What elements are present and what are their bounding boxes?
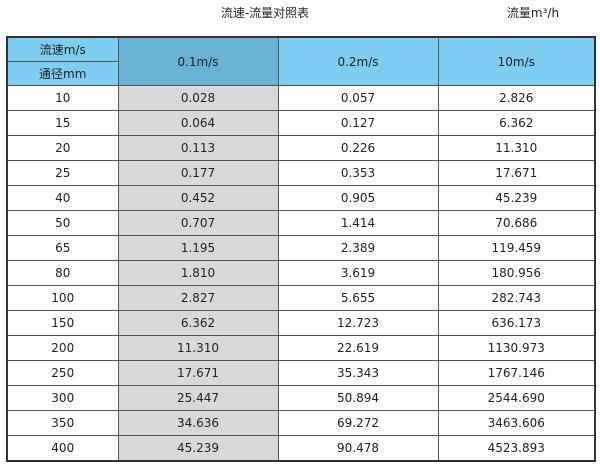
flow-cell: 1.414	[277, 210, 439, 236]
diameter-cell: 250	[6, 360, 119, 386]
table-row: 150 6.362 12.723 636.173	[6, 310, 596, 336]
flow-cell: 3.619	[277, 260, 439, 286]
table-title: 流速-流量对照表	[220, 6, 310, 20]
flow-cell: 12.723	[277, 310, 439, 336]
flow-cell: 50.894	[277, 385, 439, 411]
flow-cell: 45.239	[437, 185, 596, 211]
diameter-cell: 150	[6, 310, 119, 336]
table-row: 250 17.671 35.343 1767.146	[6, 360, 596, 386]
table-row: 25 0.177 0.353 17.671	[6, 160, 596, 186]
table-row: 100 2.827 5.655 282.743	[6, 285, 596, 311]
flow-cell: 0.113	[117, 135, 279, 161]
flow-cell: 2.827	[117, 285, 279, 311]
table-row: 80 1.810 3.619 180.956	[6, 260, 596, 286]
flow-cell: 180.956	[437, 260, 596, 286]
column-header: 0.1m/s	[117, 36, 279, 86]
flow-cell: 0.452	[117, 185, 279, 211]
flow-cell: 0.057	[277, 85, 439, 111]
flow-cell: 0.905	[277, 185, 439, 211]
flow-table: 流速m/s 0.1m/s 0.2m/s 10m/s 通径mm 10 0.028 0.…	[6, 36, 596, 462]
flow-cell: 11.310	[117, 335, 279, 361]
table-row: 20 0.113 0.226 11.310	[6, 135, 596, 161]
diameter-cell: 10	[6, 85, 119, 111]
flow-cell: 1130.973	[437, 335, 596, 361]
diameter-cell: 100	[6, 285, 119, 311]
flow-cell: 34.636	[117, 410, 279, 436]
table-row: 65 1.195 2.389 119.459	[6, 235, 596, 261]
flow-cell: 17.671	[117, 360, 279, 386]
table-row: 300 25.447 50.894 2544.690	[6, 385, 596, 411]
flow-cell: 4523.893	[437, 435, 596, 462]
flow-cell: 6.362	[117, 310, 279, 336]
diameter-cell: 15	[6, 110, 119, 136]
column-header: 0.2m/s	[277, 36, 439, 86]
flow-cell: 0.707	[117, 210, 279, 236]
diameter-cell: 80	[6, 260, 119, 286]
diameter-cell: 300	[6, 385, 119, 411]
flow-cell: 45.239	[117, 435, 279, 462]
speed-header: 流速m/s	[6, 36, 119, 62]
flow-cell: 0.353	[277, 160, 439, 186]
diameter-cell: 400	[6, 435, 119, 462]
unit-label: 流量m³/h	[506, 6, 560, 20]
table-row: 40 0.452 0.905 45.239	[6, 185, 596, 211]
diameter-cell: 350	[6, 410, 119, 436]
flow-cell: 0.177	[117, 160, 279, 186]
flow-cell: 0.064	[117, 110, 279, 136]
flow-cell: 70.686	[437, 210, 596, 236]
flow-cell: 17.671	[437, 160, 596, 186]
flow-cell: 1.195	[117, 235, 279, 261]
flow-cell: 69.272	[277, 410, 439, 436]
flow-cell: 119.459	[437, 235, 596, 261]
flow-cell: 5.655	[277, 285, 439, 311]
flow-cell: 3463.606	[437, 410, 596, 436]
diameter-cell: 25	[6, 160, 119, 186]
table-row: 350 34.636 69.272 3463.606	[6, 410, 596, 436]
flow-cell: 90.478	[277, 435, 439, 462]
flow-cell: 35.343	[277, 360, 439, 386]
table-row: 10 0.028 0.057 2.826	[6, 85, 596, 111]
flow-cell: 636.173	[437, 310, 596, 336]
diameter-cell: 200	[6, 335, 119, 361]
column-header: 10m/s	[437, 36, 596, 86]
flow-cell: 6.362	[437, 110, 596, 136]
flow-cell: 25.447	[117, 385, 279, 411]
flow-cell: 11.310	[437, 135, 596, 161]
diameter-cell: 40	[6, 185, 119, 211]
flow-cell: 0.028	[117, 85, 279, 111]
diameter-header: 通径mm	[6, 61, 119, 86]
table-row: 50 0.707 1.414 70.686	[6, 210, 596, 236]
diameter-cell: 65	[6, 235, 119, 261]
flow-cell: 282.743	[437, 285, 596, 311]
flow-cell: 22.619	[277, 335, 439, 361]
table-row: 400 45.239 90.478 4523.893	[6, 435, 596, 462]
table-row: 200 11.310 22.619 1130.973	[6, 335, 596, 361]
diameter-cell: 20	[6, 135, 119, 161]
flow-cell: 2.826	[437, 85, 596, 111]
flow-cell: 2.389	[277, 235, 439, 261]
table-row: 15 0.064 0.127 6.362	[6, 110, 596, 136]
flow-cell: 0.127	[277, 110, 439, 136]
flow-cell: 1.810	[117, 260, 279, 286]
diameter-cell: 50	[6, 210, 119, 236]
flow-cell: 2544.690	[437, 385, 596, 411]
flow-cell: 0.226	[277, 135, 439, 161]
flow-cell: 1767.146	[437, 360, 596, 386]
